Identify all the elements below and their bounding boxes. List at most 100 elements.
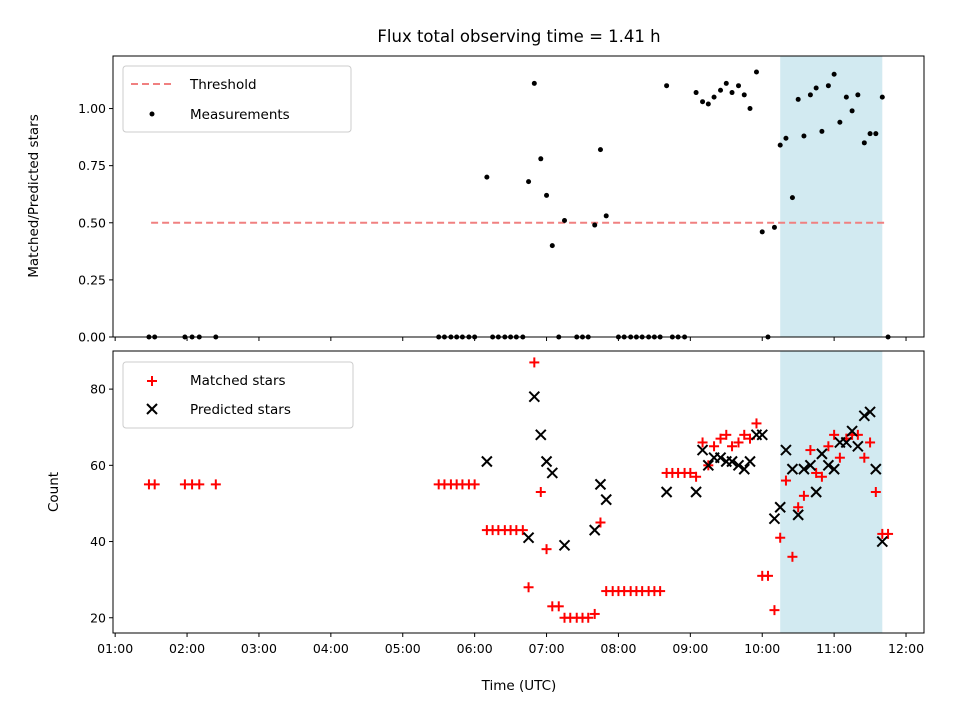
matched-star-point [727, 441, 738, 452]
predicted-star-point [726, 455, 738, 468]
predicted-star-point [522, 532, 535, 544]
legend-threshold-label: Threshold [189, 77, 257, 93]
predicted-star-point [690, 486, 702, 498]
predicted-star-point [822, 459, 835, 472]
predicted-star-point [546, 467, 558, 479]
measurement-point [843, 94, 849, 100]
measurement-point [855, 92, 861, 98]
bottom-y-axis-label: Count [46, 472, 62, 512]
matched-star-point [793, 502, 804, 513]
matched-star-point [883, 528, 894, 539]
highlight-span-top [780, 56, 883, 337]
measurement-point [705, 101, 711, 107]
measurement-point [831, 71, 837, 77]
predicted-star-point [600, 493, 612, 506]
matched-star-point [769, 605, 780, 616]
measurement-point [736, 83, 742, 89]
bottom-x-ticks: 01:00 02:00 03:00 04:00 05:00 06:00 07:00 08:00… [97, 633, 924, 656]
bottom-legend: Matched stars Predicted stars [122, 361, 354, 429]
x-tick-label: 12:00 [888, 641, 924, 656]
matched-star-point [529, 357, 540, 368]
bottom-y-ticks: 20 40 60 80 [90, 382, 113, 625]
measurement-point [544, 192, 550, 198]
matched-star-point [751, 418, 762, 429]
top-axes-frame [112, 55, 925, 338]
y-tick-label: 20 [90, 610, 106, 625]
measurement-point [783, 135, 789, 141]
matched-star-point [685, 467, 696, 478]
x-tick-label: 09:00 [672, 641, 708, 656]
matched-star-point [517, 525, 528, 536]
x-axis-label: Time (UTC) [481, 678, 557, 694]
measurement-point [723, 80, 729, 86]
measurement-point [801, 133, 807, 139]
measurement-point [849, 108, 855, 114]
matched-star-point [553, 601, 564, 612]
top-legend-box [122, 65, 352, 133]
matched-star-point [775, 532, 786, 543]
top-panel: 0.00 0.25 0.50 0.75 1.00 Matched/Predicted s… [26, 55, 925, 345]
matched-star-point [721, 429, 732, 440]
matched-star-point [595, 517, 606, 528]
matched-stars-points [143, 357, 894, 623]
x-tick-label: 08:00 [600, 641, 636, 656]
predicted-star-point [558, 539, 571, 552]
legend-predicted-label: Predicted stars [190, 402, 291, 418]
measurement-point [873, 131, 879, 137]
matched-star-point [798, 490, 809, 501]
predicted-star-point [589, 524, 601, 536]
measurement-point [526, 179, 532, 185]
predicted-star-point [810, 486, 822, 498]
predicted-star-point [858, 410, 871, 422]
predicted-star-point [738, 463, 750, 475]
measurement-point [789, 195, 795, 201]
highlight-span-bottom [780, 351, 883, 633]
predicted-star-point [804, 459, 817, 472]
x-tick-label: 07:00 [529, 641, 565, 656]
predicted-star-point [660, 486, 673, 498]
matched-star-point [655, 586, 666, 597]
matched-star-point [865, 437, 876, 448]
chart-title: Flux total observing time = 1.41 h [377, 27, 660, 46]
matched-star-point [469, 479, 480, 490]
measurement-point [825, 83, 831, 89]
matched-star-point [762, 570, 773, 581]
measurement-point [711, 94, 717, 100]
y-tick-label: 60 [90, 458, 106, 473]
measurement-point [861, 140, 867, 146]
matched-star-point [589, 608, 600, 619]
top-y-axis-label: Matched/Predicted stars [26, 114, 42, 277]
measurement-point [531, 80, 537, 86]
measurement-point [538, 156, 544, 162]
legend-matched-swatch [147, 376, 157, 386]
measurement-point [771, 224, 777, 230]
predicted-stars-points [481, 391, 889, 552]
x-tick-label: 02:00 [169, 641, 205, 656]
measurement-point [795, 96, 801, 102]
predicted-star-point [481, 455, 493, 468]
measurement-point [747, 106, 753, 112]
matched-star-point [715, 433, 726, 444]
x-tick-label: 05:00 [385, 641, 421, 656]
matched-star-point [787, 551, 798, 562]
x-tick-label: 03:00 [241, 641, 277, 656]
top-y-ticks: 0.00 0.25 0.50 0.75 1.00 [78, 101, 113, 345]
predicted-star-point [876, 535, 889, 548]
x-tick-label: 11:00 [816, 641, 852, 656]
predicted-star-point [696, 444, 709, 456]
y-tick-label: 0.75 [78, 158, 106, 173]
matched-star-point [733, 437, 744, 448]
measurement-point [729, 90, 735, 96]
legend-predicted-swatch [146, 403, 158, 415]
predicted-star-point [864, 406, 876, 418]
y-tick-label: 1.00 [78, 101, 106, 116]
predicted-star-point [816, 448, 828, 460]
predicted-star-point [702, 459, 715, 472]
predicted-star-point [535, 429, 547, 441]
x-tick-label: 01:00 [97, 641, 133, 656]
predicted-star-point [846, 425, 858, 437]
predicted-star-point [840, 436, 853, 449]
bottom-axes-frame [112, 350, 925, 634]
